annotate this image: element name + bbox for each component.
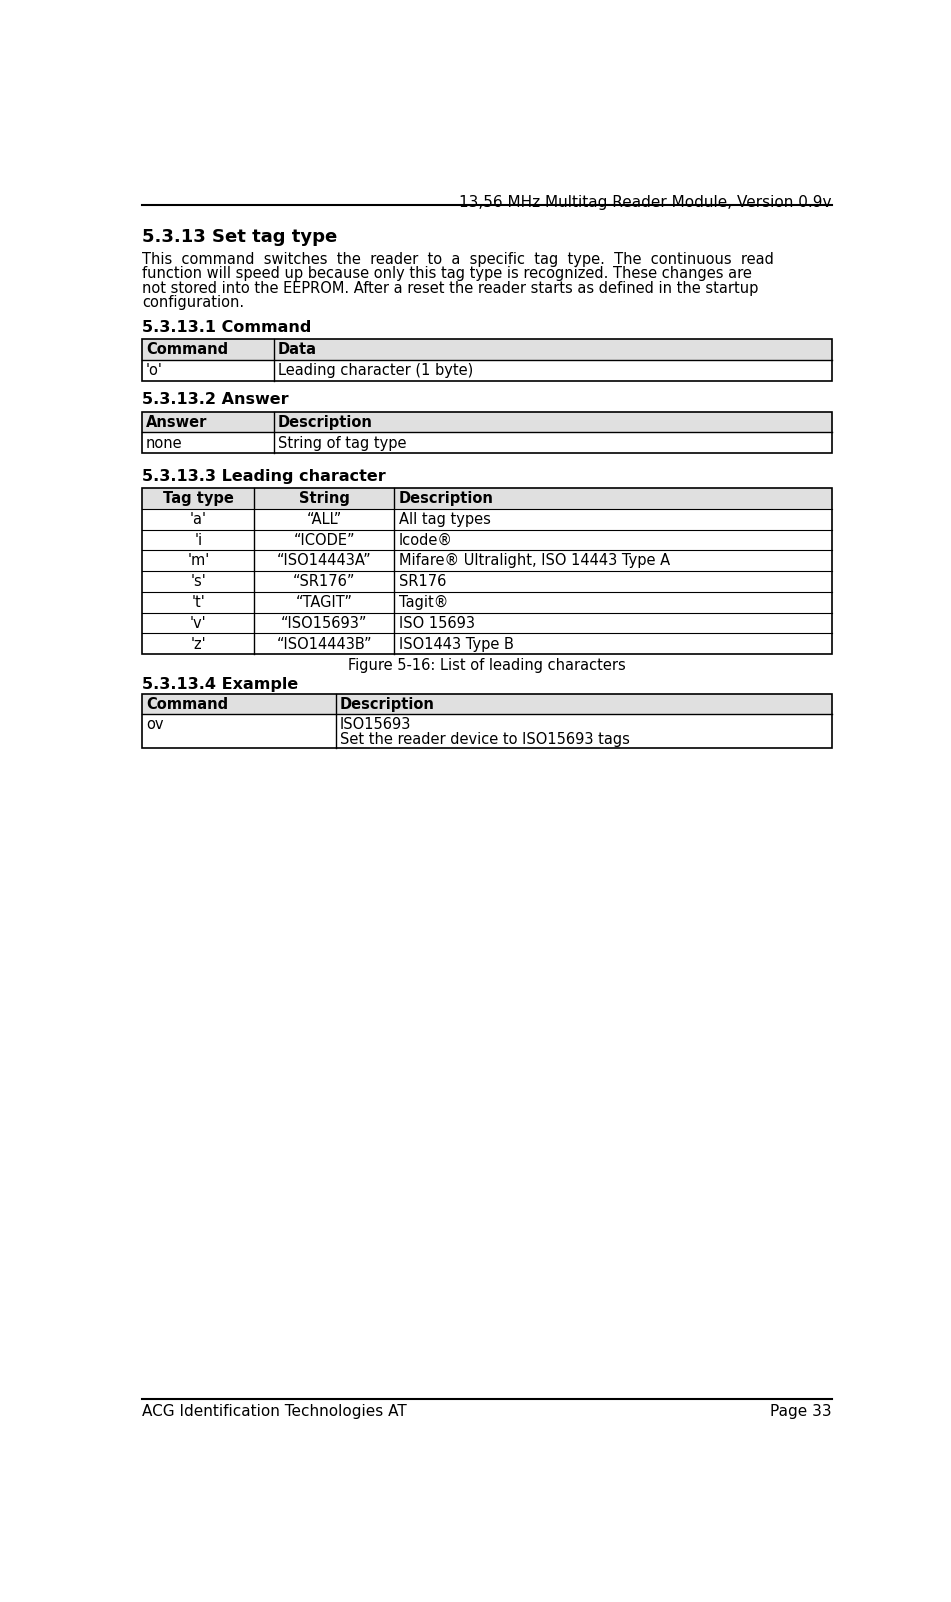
Text: “ALL”: “ALL” [306, 511, 342, 527]
Text: 5.3.13.4 Example: 5.3.13.4 Example [142, 678, 299, 692]
Text: SR176: SR176 [398, 574, 446, 590]
Text: not stored into the EEPROM. After a reset the reader starts as defined in the st: not stored into the EEPROM. After a rese… [142, 280, 759, 296]
Text: Description: Description [398, 490, 494, 506]
Text: String: String [299, 490, 350, 506]
Bar [142, 340, 832, 381]
Text: 'o': 'o' [146, 364, 163, 378]
Text: configuration.: configuration. [142, 295, 244, 311]
Text: 13,56 MHz Multitag Reader Module, Version 0.9v: 13,56 MHz Multitag Reader Module, Versio… [459, 195, 832, 210]
Text: This  command  switches  the  reader  to  a  specific  tag  type.  The  continuo: This command switches the reader to a sp… [142, 252, 774, 266]
Text: 'a': 'a' [190, 511, 206, 527]
Text: Page 33: Page 33 [770, 1405, 832, 1419]
Text: “ICODE”: “ICODE” [294, 532, 355, 548]
Text: 't': 't' [191, 594, 205, 610]
Text: 'i: 'i [194, 532, 203, 548]
Text: String of tag type: String of tag type [278, 436, 406, 450]
Bar [142, 340, 832, 360]
Text: Leading character (1 byte): Leading character (1 byte) [278, 364, 473, 378]
Text: 'm': 'm' [187, 553, 209, 569]
Text: function will speed up because only this tag type is recognized. These changes a: function will speed up because only this… [142, 266, 752, 282]
Bar [142, 489, 832, 509]
Text: ACG Identification Technologies AT: ACG Identification Technologies AT [142, 1405, 407, 1419]
Bar [142, 412, 832, 433]
Text: Figure 5-16: List of leading characters: Figure 5-16: List of leading characters [348, 658, 626, 673]
Bar [142, 412, 832, 453]
Text: Command: Command [146, 343, 228, 357]
Text: “ISO14443A”: “ISO14443A” [277, 553, 372, 569]
Text: Command: Command [146, 697, 228, 713]
Text: Description: Description [278, 415, 373, 429]
Text: Data: Data [278, 343, 317, 357]
Text: “TAGIT”: “TAGIT” [296, 594, 353, 610]
Bar [142, 489, 832, 654]
Text: 5.3.13.2 Answer: 5.3.13.2 Answer [142, 392, 289, 407]
Text: none: none [146, 436, 183, 450]
Text: “SR176”: “SR176” [293, 574, 356, 590]
Text: 'v': 'v' [190, 615, 206, 631]
Bar [142, 694, 832, 713]
Text: 's': 's' [190, 574, 206, 590]
Text: Tag type: Tag type [163, 490, 234, 506]
Text: Answer: Answer [146, 415, 207, 429]
Text: ISO1443 Type B: ISO1443 Type B [398, 636, 514, 652]
Text: ov: ov [146, 716, 164, 732]
Text: ISO 15693: ISO 15693 [398, 615, 475, 631]
Text: “ISO14443B”: “ISO14443B” [277, 636, 372, 652]
Bar [142, 694, 832, 748]
Text: Icode®: Icode® [398, 532, 453, 548]
Text: ISO15693: ISO15693 [340, 716, 411, 732]
Text: 5.3.13.1 Command: 5.3.13.1 Command [142, 320, 312, 335]
Text: Description: Description [340, 697, 435, 713]
Text: Mifare® Ultralight, ISO 14443 Type A: Mifare® Ultralight, ISO 14443 Type A [398, 553, 670, 569]
Text: “ISO15693”: “ISO15693” [281, 615, 367, 631]
Text: All tag types: All tag types [398, 511, 491, 527]
Text: 5.3.13 Set tag type: 5.3.13 Set tag type [142, 229, 338, 247]
Text: Set the reader device to ISO15693 tags: Set the reader device to ISO15693 tags [340, 732, 630, 747]
Text: 'z': 'z' [190, 636, 206, 652]
Text: 5.3.13.3 Leading character: 5.3.13.3 Leading character [142, 469, 386, 484]
Text: Tagit®: Tagit® [398, 594, 448, 610]
